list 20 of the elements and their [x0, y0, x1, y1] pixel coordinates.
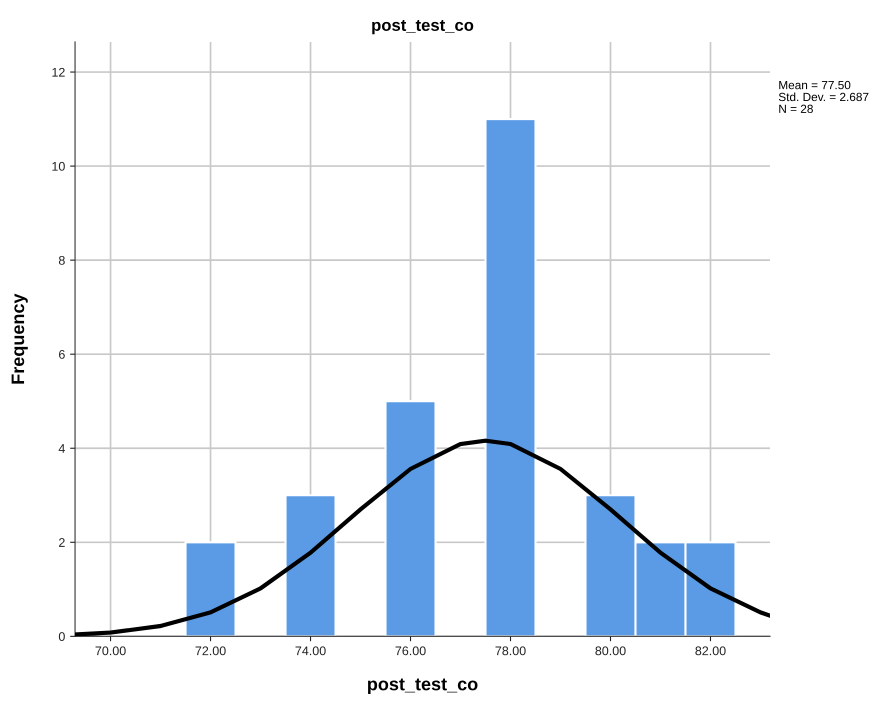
chart-title: post_test_co: [372, 20, 474, 34]
text: N = 28: [779, 104, 813, 114]
y-tick-label: 10: [52, 162, 65, 171]
x-axis-title: post_test_co: [368, 678, 478, 694]
x-tick-label: 74.00: [296, 646, 326, 656]
y-tick-label: 4: [58, 444, 65, 453]
x-tick-label: 76.00: [396, 646, 426, 656]
x-tick-label: 80.00: [595, 646, 626, 656]
y-axis-title: Frequency: [12, 294, 28, 384]
text: Mean = 77.50: [779, 80, 850, 90]
y-tick-label: 6: [59, 350, 65, 359]
x-tick-label: 72.00: [196, 646, 226, 656]
y-tick-label: 12: [52, 68, 65, 77]
text: Std. Dev. = 2.687: [778, 92, 868, 102]
y-tick-label: 2: [59, 538, 65, 547]
x-tick-label: 82.00: [695, 646, 726, 656]
x-tick-label: 78.00: [496, 646, 526, 656]
y-tick-label: 0: [58, 632, 65, 641]
y-tick-label: 8: [58, 256, 65, 265]
x-tick-label: 70.00: [96, 646, 126, 656]
